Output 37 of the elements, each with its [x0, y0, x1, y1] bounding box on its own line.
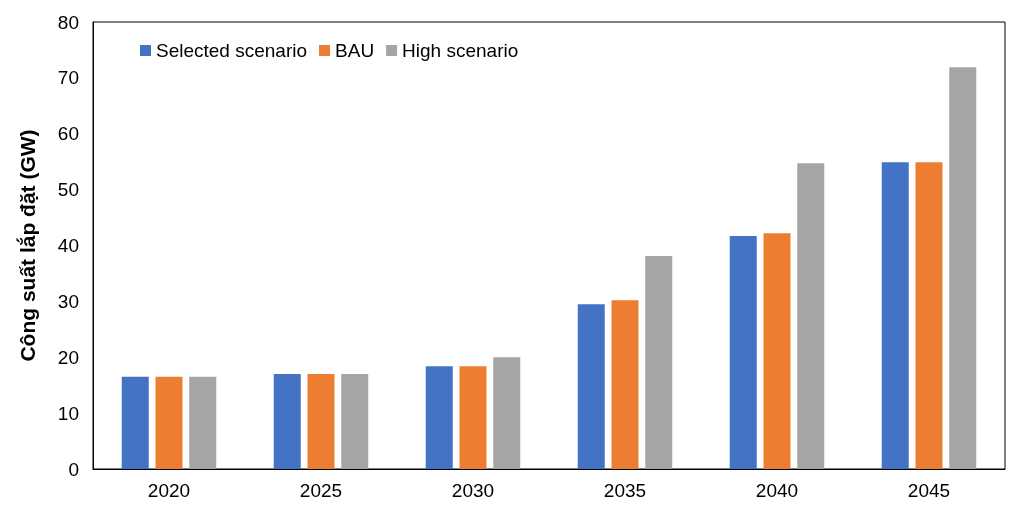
bar	[155, 376, 183, 469]
bar	[645, 256, 673, 469]
bar	[493, 357, 521, 469]
legend-label: Selected scenario	[156, 40, 308, 61]
x-tick-label: 2025	[299, 480, 343, 501]
bar	[577, 304, 605, 469]
bar	[915, 162, 943, 469]
bar	[307, 374, 335, 469]
y-axis-title: Công suất lắp đặt (GW)	[16, 129, 39, 362]
bar	[189, 376, 217, 469]
y-tick-label: 40	[57, 235, 79, 256]
bar	[763, 233, 791, 469]
bar	[341, 374, 369, 469]
x-tick-label: 2035	[603, 480, 647, 501]
bar	[459, 366, 487, 469]
y-tick-label: 70	[57, 67, 79, 89]
bar	[729, 236, 757, 469]
y-tick-label: 50	[57, 179, 79, 201]
bar	[881, 162, 909, 469]
y-tick-label: 30	[57, 290, 79, 312]
bar	[273, 374, 301, 469]
x-tick-label: 2045	[907, 480, 951, 501]
y-tick-label: 20	[57, 346, 79, 368]
legend-label: BAU	[335, 40, 375, 61]
legend-label: High scenario	[402, 40, 519, 61]
x-tick-label: 2040	[755, 480, 799, 501]
bar	[949, 67, 977, 469]
x-tick-label: 2030	[451, 480, 495, 501]
bar	[425, 366, 453, 469]
bar	[121, 376, 149, 469]
y-tick-label: 80	[57, 11, 79, 33]
x-tick-label: 2020	[147, 480, 191, 501]
bar	[797, 163, 825, 469]
y-tick-label: 60	[57, 123, 79, 145]
y-tick-label: 0	[68, 458, 79, 480]
y-tick-label: 10	[57, 402, 79, 424]
bar	[611, 300, 639, 469]
